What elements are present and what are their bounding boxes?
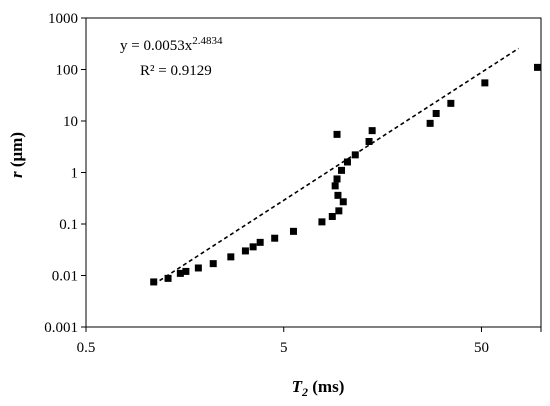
y-tick-label: 1 [71,166,79,182]
data-point-marker [256,238,264,246]
data-point-marker [328,212,336,220]
r-squared-label: R² = 0.9129 [140,63,212,79]
data-point-marker [249,243,257,251]
data-point-marker [351,151,359,159]
x-tick-labels: 0.5 5 50 [77,340,489,356]
data-point-marker [343,158,351,166]
x-tick-label: 50 [474,340,489,356]
y-axis-title: r (μm) [7,132,26,178]
y-tick-label: 100 [56,63,79,79]
data-point-marker [227,253,235,261]
data-point-marker [289,227,297,235]
y-tick-label: 0.1 [59,217,78,233]
data-point-marker [271,234,279,242]
y-tick-label: 10 [63,114,78,130]
data-points [150,63,541,286]
data-point-marker [182,267,190,275]
data-point-marker [533,63,541,71]
y-tick-label: 1000 [48,11,78,27]
x-tick-label: 5 [280,340,288,356]
data-point-marker [164,274,172,282]
data-point-marker [426,119,434,127]
equation-exponent: 2.4834 [192,35,223,47]
data-point-marker [318,218,326,226]
data-point-marker [338,166,346,174]
x-axis-title: T2 (ms) [292,377,345,399]
data-point-marker [368,127,376,135]
data-point-marker [447,99,455,107]
data-point-marker [481,79,489,87]
data-point-marker [150,278,158,286]
data-point-marker [176,269,184,277]
data-point-marker [331,182,339,190]
data-point-marker [241,247,249,255]
data-point-marker [339,198,347,206]
data-point-marker [333,175,341,183]
data-point-marker [209,260,217,268]
data-point-marker [194,264,202,272]
x-tick-label: 0.5 [77,340,96,356]
data-point-marker [365,137,373,145]
y-tick-labels: 0.001 0.01 0.1 1 10 100 1000 [44,11,78,336]
power-trendline [153,47,519,286]
data-point-marker [333,130,341,138]
equation-label: y = 0.0053x2.4834 [120,35,223,54]
data-point-marker [334,191,342,199]
axis-ticks [81,17,542,332]
data-point-marker [432,109,440,117]
data-point-marker [335,207,343,215]
y-tick-label: 0.001 [44,320,78,336]
y-tick-label: 0.01 [52,269,78,285]
